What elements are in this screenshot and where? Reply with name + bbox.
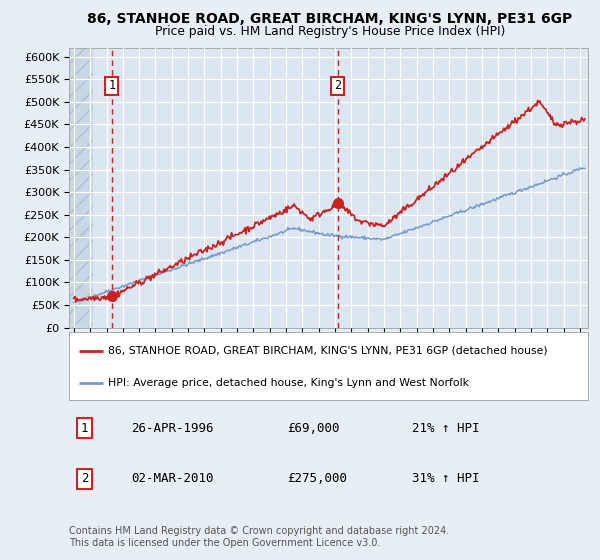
Text: £69,000: £69,000: [287, 422, 340, 435]
Text: HPI: Average price, detached house, King's Lynn and West Norfolk: HPI: Average price, detached house, King…: [108, 378, 469, 388]
Text: 2: 2: [334, 80, 341, 92]
Text: 2: 2: [81, 472, 88, 486]
Text: 26-APR-1996: 26-APR-1996: [131, 422, 214, 435]
Text: 1: 1: [81, 422, 88, 435]
Text: 86, STANHOE ROAD, GREAT BIRCHAM, KING'S LYNN, PE31 6GP: 86, STANHOE ROAD, GREAT BIRCHAM, KING'S …: [88, 12, 572, 26]
Text: Price paid vs. HM Land Registry's House Price Index (HPI): Price paid vs. HM Land Registry's House …: [155, 25, 505, 38]
Text: 31% ↑ HPI: 31% ↑ HPI: [412, 472, 479, 486]
Text: 86, STANHOE ROAD, GREAT BIRCHAM, KING'S LYNN, PE31 6GP (detached house): 86, STANHOE ROAD, GREAT BIRCHAM, KING'S …: [108, 346, 548, 356]
Text: 21% ↑ HPI: 21% ↑ HPI: [412, 422, 479, 435]
Text: £275,000: £275,000: [287, 472, 347, 486]
Text: 02-MAR-2010: 02-MAR-2010: [131, 472, 214, 486]
Text: Contains HM Land Registry data © Crown copyright and database right 2024.
This d: Contains HM Land Registry data © Crown c…: [69, 526, 449, 548]
Bar: [69, 48, 94, 328]
Text: 1: 1: [108, 80, 115, 92]
